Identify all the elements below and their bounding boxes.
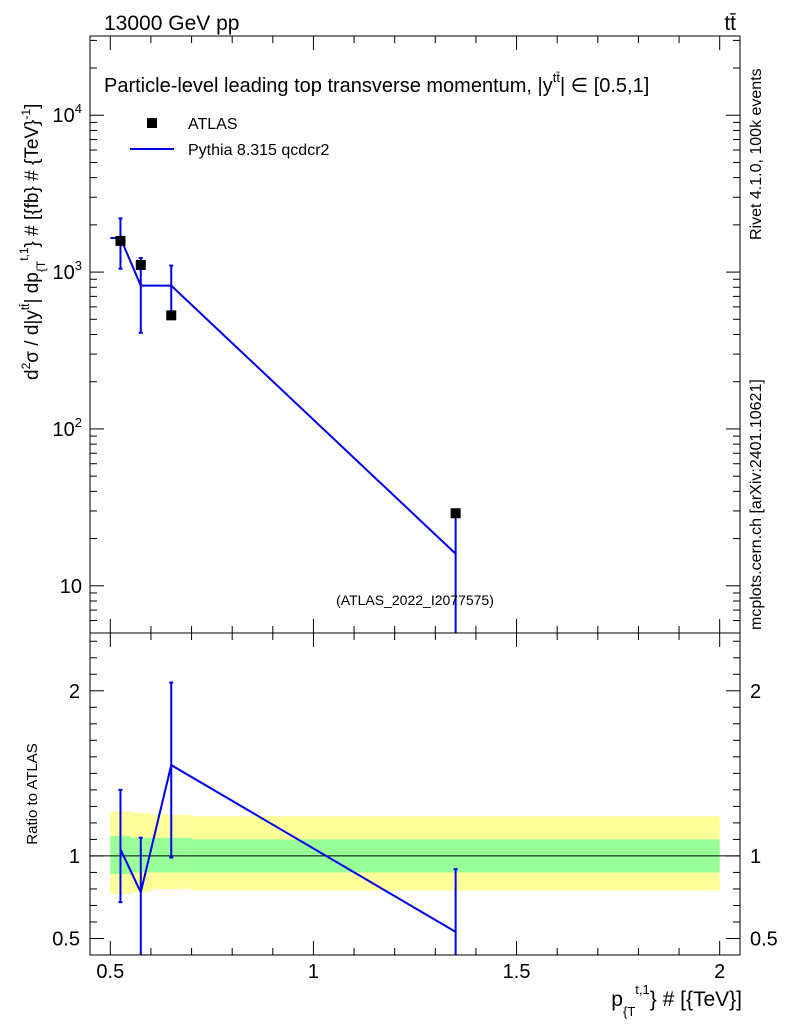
atlas-data-point <box>135 259 146 270</box>
main-title: Particle-level leading top transverse mo… <box>104 70 649 97</box>
ratio-frame <box>89 632 741 956</box>
ratio-series <box>118 681 458 955</box>
legend: ATLAS Pythia 8.315 qcdcr2 <box>130 116 330 159</box>
ratio-xlabel: p{Tt,1} # [{TeV}] <box>611 982 742 1019</box>
main-ytick-label: 10 <box>60 576 82 598</box>
ratio-ytick-label-right: 2 <box>750 681 761 703</box>
ratio-ytick-label-right: 1 <box>750 846 761 868</box>
ratio-ytick-label-left: 2 <box>69 681 80 703</box>
atlas-data-point <box>450 508 461 519</box>
main-axis-ticks: 10 102 103 104 <box>53 36 740 634</box>
ratio-ytick-label-right: 0.5 <box>750 928 778 950</box>
ratio-axis-ticks: 0.5 0.5 1 1 2 2 0.5 1 1.5 2 <box>52 633 778 983</box>
main-panel: 10 102 103 104 Particle-level leading top t… <box>17 35 741 634</box>
ratio-panel: 0.5 0.5 1 1 2 2 0.5 1 1.5 2 Ratio to ATLAS p{Tt,1… <box>24 632 778 1019</box>
main-ytick-label: 104 <box>53 101 82 127</box>
legend-label-pythia: Pythia 8.315 qcdcr2 <box>188 142 330 159</box>
energy-label: 13000 GeV pp <box>104 12 239 35</box>
ratio-xtick-label: 2 <box>714 961 725 983</box>
main-series <box>110 217 461 633</box>
atlas-data-point <box>166 310 177 321</box>
ratio-pythia-curve <box>119 763 457 933</box>
atlas-data-point <box>115 235 126 246</box>
ratio-bands <box>90 811 740 894</box>
legend-label-atlas: ATLAS <box>188 116 238 133</box>
main-ytick-label: 103 <box>53 258 82 284</box>
ratio-xtick-label: 1 <box>308 961 319 983</box>
main-ytick-label: 102 <box>53 415 82 441</box>
pythia-curve <box>110 236 457 555</box>
url-label: mcplots.cern.ch [arXiv:2401.10621] <box>748 379 765 630</box>
legend-marker-atlas <box>147 118 157 128</box>
ratio-ylabel: Ratio to ATLAS <box>24 743 41 844</box>
main-ylabel: d2σ / d|ytt̄| dp{Tt,1} # [{fb} # {TeV}-1… <box>17 104 48 380</box>
analysis-watermark: (ATLAS_2022_I2077575) <box>336 592 494 608</box>
ratio-xtick-label: 0.5 <box>96 961 124 983</box>
ratio-ytick-label-left: 1 <box>69 846 80 868</box>
process-label: tt̄ <box>724 12 736 35</box>
rivet-label: Rivet 4.1.0, 100k events <box>748 68 765 240</box>
ratio-xtick-label: 1.5 <box>503 961 531 983</box>
ratio-ytick-label-left: 0.5 <box>52 928 80 950</box>
